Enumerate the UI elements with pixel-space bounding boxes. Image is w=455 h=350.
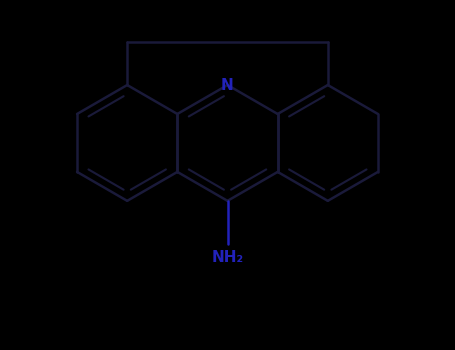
Text: NH₂: NH₂ (212, 251, 243, 266)
Text: N: N (221, 78, 234, 92)
